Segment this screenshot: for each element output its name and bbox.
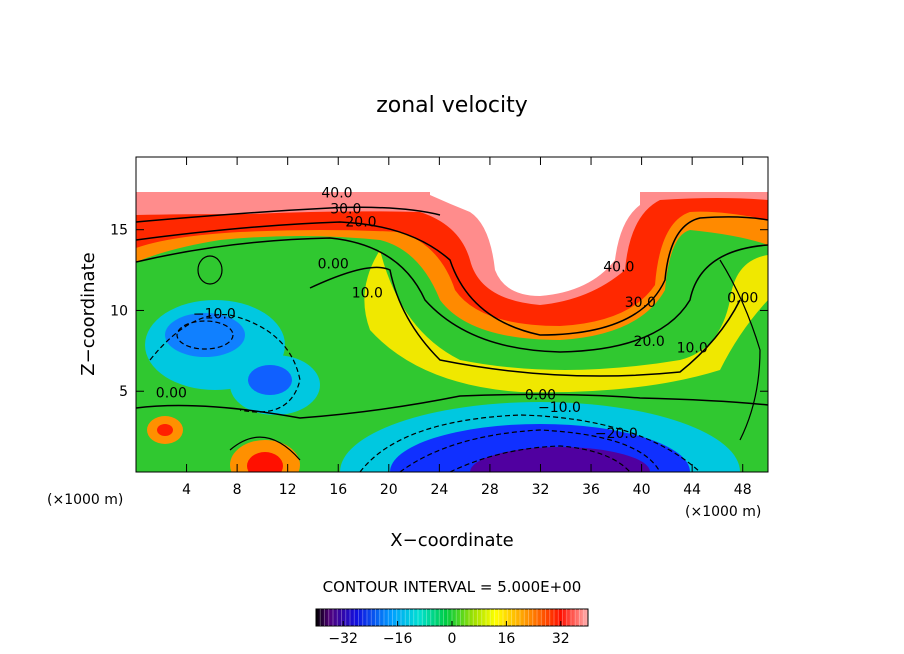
contour-label: −20.0 [595,426,638,442]
contour-label: 0.00 [727,290,758,306]
x-tick-label: 32 [532,482,550,498]
x-axis-ticks: 4 8 12 16 20 24 28 32 36 40 44 48 [182,157,752,498]
contour-label: −10.0 [193,307,236,323]
x-tick-label: 36 [582,482,600,498]
contour-field [136,157,768,472]
colorbar-tick-label: 32 [552,631,570,647]
x-unit-label: (×1000 m) [685,504,761,520]
contour-label: 30.0 [330,202,361,218]
x-tick-label: 12 [279,482,297,498]
colorbar-tick-label: −32 [328,631,358,647]
x-tick-label: 28 [481,482,499,498]
y-tick-label: 10 [110,303,128,319]
colorbar-ticks: −32 −16 0 16 32 [328,621,570,647]
x-tick-label: 24 [430,482,448,498]
contour-label: 30.0 [625,295,656,311]
colorbar-stripes [319,609,585,626]
contour-label: −10.0 [538,400,581,416]
x-tick-label: 16 [329,482,347,498]
mid-vortex-blue [248,365,292,395]
contour-lines [136,206,768,472]
x-tick-label: 40 [633,482,651,498]
upper-blank [136,157,768,192]
contour-label: 20.0 [345,214,376,230]
y-axis-ticks: 5 10 15 [110,223,768,400]
x-axis-label: X−coordinate [390,530,513,551]
contour-label: 10.0 [352,286,383,302]
contour-label: 40.0 [603,260,634,276]
contour-label: 20.0 [634,334,665,350]
colorbar-tick-label: −16 [383,631,413,647]
contour-label: 0.00 [156,386,187,402]
x-tick-label: 20 [380,482,398,498]
y-unit-label: (×1000 m) [47,492,123,508]
bottom-jet-purple [470,447,650,472]
x-tick-label: 8 [233,482,242,498]
x-tick-label: 48 [734,482,752,498]
x-tick-label: 44 [683,482,701,498]
plot-frame [135,156,769,473]
left-edge-spot-red [157,424,173,436]
contour-label: 0.00 [525,387,556,403]
contour-label: 10.0 [677,340,708,356]
chart-title: zonal velocity [376,93,528,118]
colorbar-tick-label: 0 [448,631,457,647]
contour-label: 0.00 [318,256,349,272]
contour-label: 40.0 [321,185,352,201]
y-tick-label: 5 [119,384,128,400]
x-tick-label: 4 [182,482,191,498]
contour-interval-text: CONTOUR INTERVAL = 5.000E+00 [323,578,582,596]
bottom-left-red [247,452,283,472]
colorbar-tick-label: 16 [497,631,515,647]
contour-labels: 40.030.020.00.0010.0−10.00.0040.030.020.… [156,185,758,442]
left-vortex-blue [165,313,245,357]
y-axis-label: Z−coordinate [78,252,99,375]
y-tick-label: 15 [110,223,128,239]
